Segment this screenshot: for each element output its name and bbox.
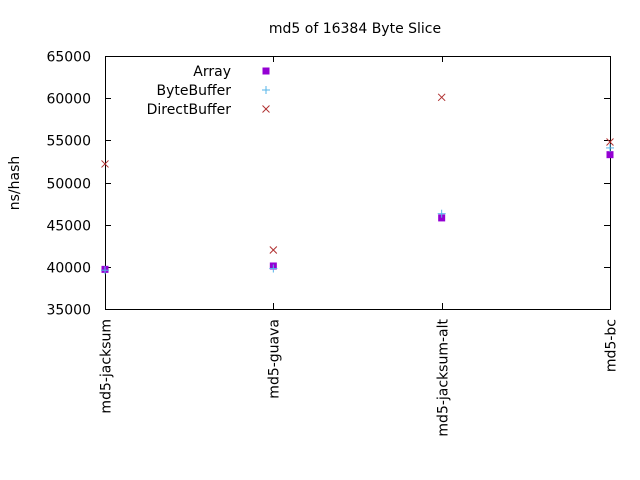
data-point [606,151,614,159]
data-point [269,264,278,273]
data-point [438,214,446,222]
y-axis: 35000 40000 45000 50000 55000 60000 65000 [46,50,610,319]
y-tick-label: 60000 [46,92,91,108]
x-tick-label: md5-bc [604,319,620,372]
legend-marker [262,86,270,94]
y-tick-label: 35000 [46,303,91,319]
data-point [606,138,614,146]
data-point [101,266,109,275]
data-point [101,160,109,168]
legend-label: DirectBuffer [147,102,232,118]
legend-marker [262,67,270,75]
legend-label: Array [193,64,231,80]
y-tick-label: 55000 [46,134,91,150]
x-tick-label: md5-jacksum [99,319,115,414]
legend-marker [262,105,270,113]
y-tick-label: 65000 [46,50,91,66]
legend-label: ByteBuffer [157,83,232,99]
y-tick-label: 50000 [46,177,91,193]
data-point [269,246,278,254]
legend: Array ByteBuffer DirectBuffer [147,64,270,118]
data-point [437,209,446,218]
y-tick-label: 45000 [46,219,91,235]
x-axis: md5-jacksum md5-guava md5-jacksum-alt md5-b… [99,56,620,437]
y-axis-label: ns/hash [7,156,23,211]
data-point [437,93,446,102]
data-points [101,93,614,275]
x-tick-label: md5-jacksum-alt [436,318,452,436]
data-point [606,143,614,152]
x-tick-label: md5-guava [267,319,283,399]
y-tick-label: 40000 [46,261,91,277]
chart-title: md5 of 16384 Byte Slice [269,21,441,37]
